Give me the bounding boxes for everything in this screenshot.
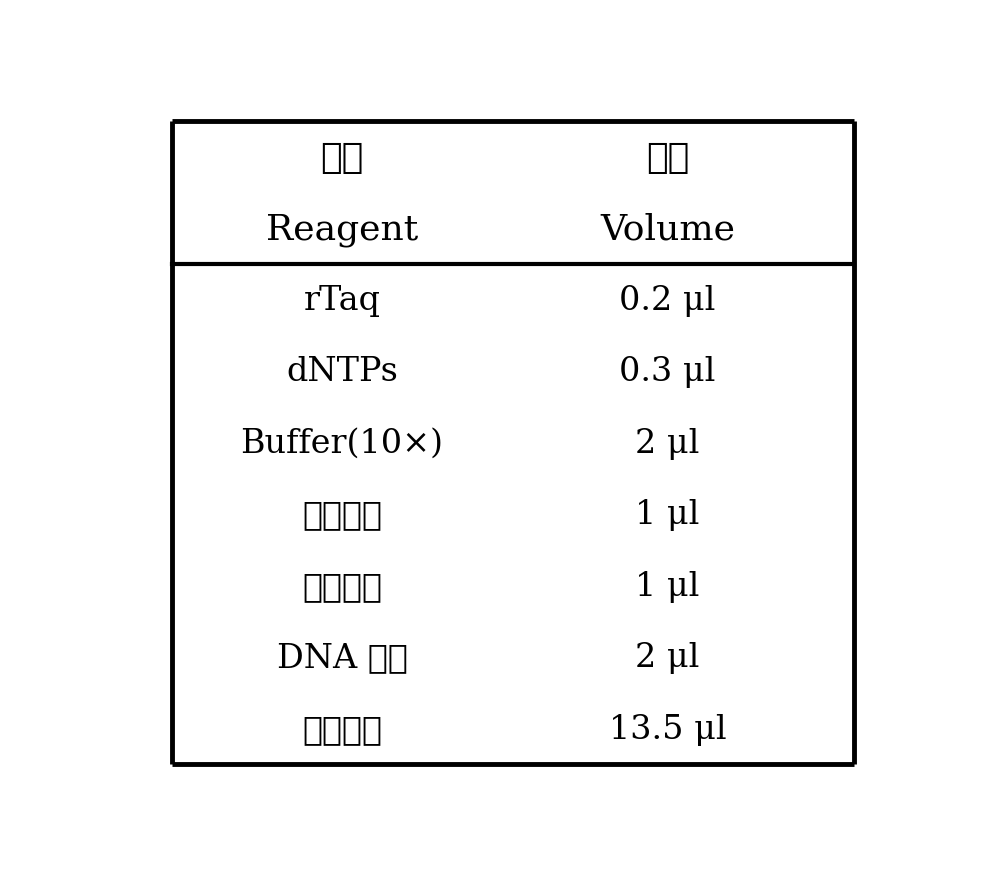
Text: 体积: 体积 xyxy=(646,141,689,175)
Text: dNTPs: dNTPs xyxy=(286,356,398,388)
Text: 13.5 μl: 13.5 μl xyxy=(609,713,726,745)
Text: 1 μl: 1 μl xyxy=(635,499,700,530)
Text: 2 μl: 2 μl xyxy=(635,428,700,459)
Text: 1 μl: 1 μl xyxy=(635,570,700,602)
Text: 去离子水: 去离子水 xyxy=(302,713,382,745)
Text: 上游引物: 上游引物 xyxy=(302,499,382,530)
Text: DNA 模板: DNA 模板 xyxy=(277,642,407,673)
Text: 0.3 μl: 0.3 μl xyxy=(619,356,716,388)
Text: Reagent: Reagent xyxy=(266,212,418,247)
Text: 试剂: 试剂 xyxy=(320,141,364,175)
Text: Buffer(10×): Buffer(10×) xyxy=(240,428,444,459)
Text: 0.2 μl: 0.2 μl xyxy=(619,284,716,317)
Text: 2 μl: 2 μl xyxy=(635,642,700,673)
Text: Volume: Volume xyxy=(600,212,735,247)
Text: rTaq: rTaq xyxy=(304,284,380,317)
Text: 下游引物: 下游引物 xyxy=(302,570,382,602)
